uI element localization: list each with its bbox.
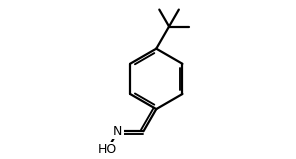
Text: N: N bbox=[113, 125, 123, 138]
Text: HO: HO bbox=[98, 143, 117, 156]
